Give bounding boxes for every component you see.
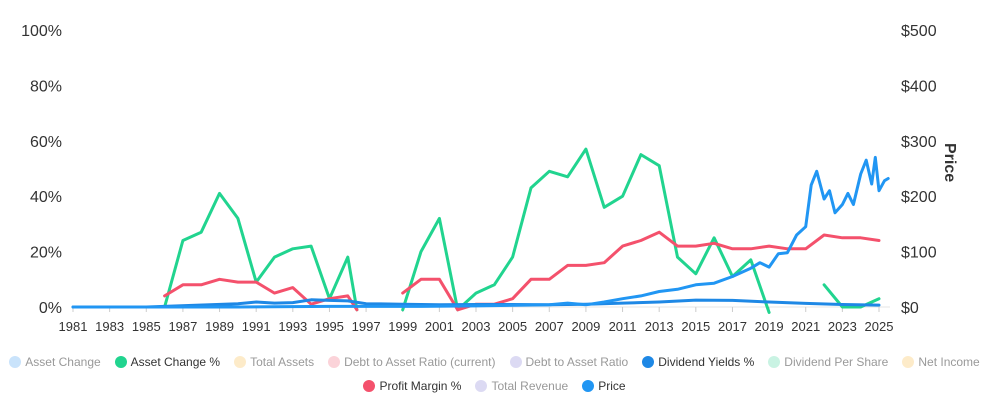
legend-item-debt-to-asset-ratio[interactable]: Debt to Asset Ratio [509, 355, 629, 369]
legend-dot [642, 356, 655, 368]
right-axis-title: Price [941, 143, 958, 182]
x-tick-label: 2017 [718, 319, 747, 334]
legend-label: Dividend Yields % [658, 355, 755, 369]
x-tick-label: 2005 [498, 319, 527, 334]
x-tick-label: 2009 [571, 319, 600, 334]
x-tick-label: 1989 [205, 319, 234, 334]
right-tick-label: $400 [901, 78, 937, 95]
legend-label: Debt to Asset Ratio [525, 355, 629, 369]
legend-dot [328, 356, 341, 368]
x-tick-label: 2001 [425, 319, 454, 334]
x-tick-label: 2013 [645, 319, 674, 334]
x-tick-label: 1985 [132, 319, 161, 334]
left-tick-label: 60% [30, 134, 62, 151]
left-tick-label: 20% [30, 245, 62, 262]
x-tick-label: 2023 [828, 319, 857, 334]
legend-row-2: Profit Margin % Total Revenue Price [0, 379, 989, 393]
legend-dot [234, 356, 247, 368]
legend-label: Price [598, 379, 626, 393]
x-tick-label: 1981 [59, 319, 88, 334]
legend-label: Asset Change [25, 355, 101, 369]
legend-label: Profit Margin % [379, 379, 462, 393]
right-tick-label: $0 [901, 300, 919, 317]
legend-label: Total Revenue [491, 379, 569, 393]
legend-item-dividend-per-share[interactable]: Dividend Per Share [768, 355, 888, 369]
legend-item-profit-margin[interactable]: Profit Margin % [363, 379, 461, 393]
right-tick-label: $500 [901, 23, 937, 40]
legend-dot [114, 356, 127, 368]
left-tick-label: 100% [21, 23, 62, 40]
legend-dot [902, 356, 915, 368]
x-tick-label: 1987 [168, 319, 197, 334]
legend-item-debt-to-asset-ratio-current[interactable]: Debt to Asset Ratio (current) [328, 355, 496, 369]
legend-item-price[interactable]: Price [582, 379, 626, 393]
x-axis-ticks: 1981 1983 1985 1987 1989 1991 1993 1995 1997 1999… [59, 307, 894, 334]
x-tick-label: 2011 [609, 319, 637, 334]
x-tick-label: 1999 [388, 319, 417, 334]
legend-row-1: Asset Change Asset Change % Total Assets De… [0, 355, 989, 369]
legend-dot [768, 356, 781, 368]
x-tick-label: 1993 [278, 319, 307, 334]
legend-item-dividend-yields[interactable]: Dividend Yields % [642, 355, 754, 369]
left-tick-label: 40% [30, 189, 62, 206]
legend-item-asset-change[interactable]: Asset Change % [114, 355, 221, 369]
x-tick-label: 2021 [791, 319, 820, 334]
legend-item-total-revenue[interactable]: Total Revenue [475, 379, 568, 393]
legend-label: Dividend Per Share [784, 355, 889, 369]
legend-item-asset-change[interactable]: Asset Change [9, 355, 101, 369]
x-tick-label: 2003 [462, 319, 491, 334]
left-tick-label: 0% [39, 300, 62, 317]
legend-item-total-assets[interactable]: Total Assets [234, 355, 314, 369]
left-axis-ticks: 0% 20% 40% 60% 80% 100% [21, 23, 62, 317]
right-tick-label: $200 [901, 189, 937, 206]
left-tick-label: 80% [30, 78, 62, 95]
x-tick-label: 2025 [865, 319, 894, 334]
legend-dot [363, 380, 376, 392]
legend-item-net-income[interactable]: Net Income [902, 355, 980, 369]
x-tick-label: 2015 [681, 319, 710, 334]
legend-label: Total Assets [250, 355, 315, 369]
legend-dot [475, 380, 488, 392]
x-tick-label: 1997 [352, 319, 381, 334]
right-tick-label: $100 [901, 245, 937, 262]
x-tick-label: 2007 [535, 319, 564, 334]
right-tick-label: $300 [901, 134, 937, 151]
legend-label: Asset Change % [130, 355, 221, 369]
legend-dot [509, 356, 522, 368]
right-axis-ticks: $0 $100 $200 $300 $400 $500 [901, 23, 937, 317]
x-tick-label: 2019 [755, 319, 784, 334]
legend-dot [9, 356, 22, 368]
x-tick-label: 1995 [315, 319, 344, 334]
series-line-profit-margin[interactable] [163, 230, 881, 312]
legend-label: Debt to Asset Ratio (current) [344, 355, 496, 369]
series-line-price[interactable] [71, 155, 890, 309]
x-tick-label: 1983 [95, 319, 124, 334]
legend-dot [582, 380, 595, 392]
legend-label: Net Income [918, 355, 980, 369]
series-layer [71, 147, 890, 314]
x-tick-label: 1991 [242, 319, 271, 334]
